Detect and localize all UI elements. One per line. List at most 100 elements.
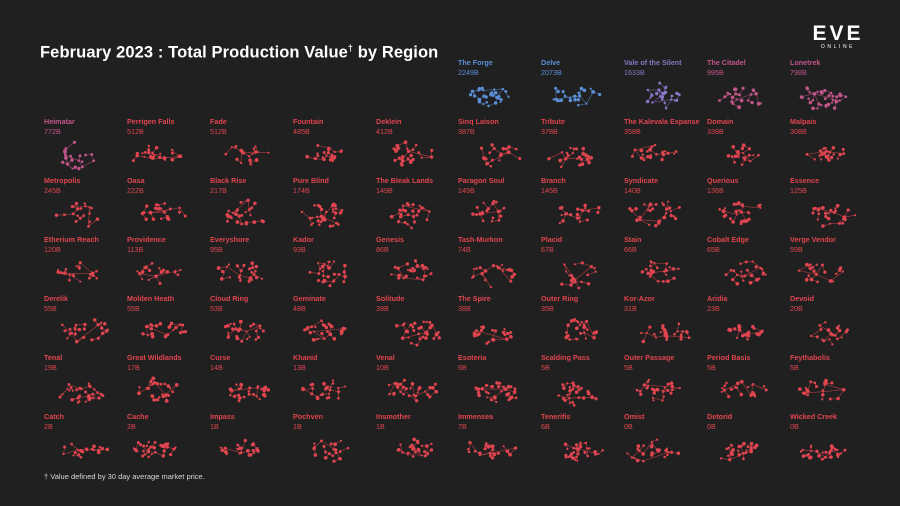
region-map-glyph — [718, 86, 762, 110]
region-value: 55B — [127, 304, 140, 313]
region-value: 6B — [458, 363, 467, 372]
region-value: 38B — [458, 304, 471, 313]
region-value: 35B — [541, 304, 554, 313]
region-name: Paragon Soul — [458, 176, 505, 185]
region-map-glyph — [645, 81, 681, 110]
region-cell: Derelik 55B — [44, 294, 128, 352]
region-value: 95B — [210, 245, 223, 254]
region-name: Scalding Pass — [541, 353, 590, 362]
region-cell: Great Wildlands 17B — [127, 353, 211, 411]
region-cell: The Forge 2249B — [458, 58, 542, 116]
region-value: 2B — [127, 422, 136, 431]
region-value: 0B — [624, 422, 633, 431]
region-map-glyph — [58, 382, 105, 404]
region-cell: The Spire 38B — [458, 294, 542, 352]
system-nodes — [131, 144, 183, 163]
system-nodes — [645, 81, 681, 110]
system-nodes — [219, 438, 260, 457]
region-map-glyph — [300, 202, 344, 228]
region-name: Etherium Reach — [44, 235, 99, 244]
region-map-glyph — [630, 143, 678, 162]
system-nodes — [798, 378, 846, 401]
region-map-glyph — [558, 203, 601, 225]
system-nodes — [225, 198, 265, 226]
region-name: The Forge — [458, 58, 493, 67]
region-cell: Pure Blind 174B — [293, 176, 377, 234]
system-nodes — [389, 202, 431, 230]
region-cell: Tenal 19B — [44, 353, 128, 411]
region-name: Verge Vendor — [790, 235, 836, 244]
region-cell: Molden Heath 55B — [127, 294, 211, 352]
region-value: 14B — [210, 363, 223, 372]
region-value: 20B — [790, 304, 803, 313]
region-cell: Paragon Soul 149B — [458, 176, 542, 234]
region-value: 7B — [458, 422, 467, 431]
region-map-glyph — [724, 260, 767, 286]
region-map-glyph — [60, 318, 109, 344]
region-cell: The Citadel 995B — [707, 58, 791, 116]
region-map-glyph — [56, 261, 99, 283]
region-name: Feythabolis — [790, 353, 830, 362]
region-value: 1B — [376, 422, 385, 431]
region-map-glyph — [396, 437, 434, 458]
region-name: Fade — [210, 117, 227, 126]
region-map-glyph — [628, 200, 681, 228]
region-name: Deklein — [376, 117, 402, 126]
system-nodes — [805, 146, 846, 162]
region-value: 86B — [376, 245, 389, 254]
region-cell: Omist 0B — [624, 412, 708, 470]
system-nodes — [630, 143, 678, 162]
jump-lines — [721, 381, 767, 397]
region-name: Aridia — [707, 294, 728, 303]
region-map-glyph — [61, 140, 96, 171]
jump-lines — [393, 141, 432, 166]
region-name: Great Wildlands — [127, 353, 182, 362]
region-map-glyph — [471, 263, 517, 289]
region-cell: Catch 2B — [44, 412, 128, 470]
region-value: 5B — [624, 363, 633, 372]
region-value: 0B — [790, 422, 799, 431]
system-nodes — [61, 140, 96, 171]
system-nodes — [468, 86, 510, 108]
system-nodes — [628, 200, 681, 228]
system-nodes — [224, 144, 270, 166]
region-cell: Cloud Ring 53B — [210, 294, 294, 352]
system-nodes — [136, 261, 182, 285]
system-nodes — [558, 203, 601, 225]
region-map-glyph — [136, 261, 182, 285]
region-name: Outer Passage — [624, 353, 675, 362]
region-value: 5B — [541, 363, 550, 372]
region-map-glyph — [395, 320, 441, 347]
region-value: 48B — [293, 304, 306, 313]
region-cell: Domain 339B — [707, 117, 791, 175]
system-nodes — [140, 202, 187, 221]
region-cell: Placid 67B — [541, 235, 625, 293]
system-nodes — [557, 381, 598, 407]
region-name: Period Basis — [707, 353, 751, 362]
jump-lines — [304, 320, 346, 341]
region-name: Everyshore — [210, 235, 250, 244]
region-value: 1633B — [624, 68, 645, 77]
region-map-glyph — [131, 144, 183, 163]
region-value: 512B — [127, 127, 144, 136]
region-cell: Essence 125B — [790, 176, 874, 234]
region-name: Derelik — [44, 294, 68, 303]
region-value: 125B — [790, 186, 807, 195]
region-map-glyph — [799, 86, 848, 111]
region-cell: Black Rise 217B — [210, 176, 294, 234]
region-cell: Verge Vendor 59B — [790, 235, 874, 293]
region-name: Fountain — [293, 117, 324, 126]
region-name: Perrigen Falls — [127, 117, 175, 126]
region-value: 512B — [210, 127, 227, 136]
system-nodes — [300, 202, 344, 228]
region-name: Insmother — [376, 412, 411, 421]
region-cell: Everyshore 95B — [210, 235, 294, 293]
region-value: 145B — [541, 186, 558, 195]
region-value: 6B — [541, 422, 550, 431]
region-value: 387B — [458, 127, 475, 136]
region-map-glyph — [726, 143, 760, 166]
region-map-glyph — [216, 261, 264, 284]
region-cell: Malpais 308B — [790, 117, 874, 175]
region-map-glyph — [468, 86, 510, 108]
region-name: Lonetrek — [790, 58, 821, 67]
